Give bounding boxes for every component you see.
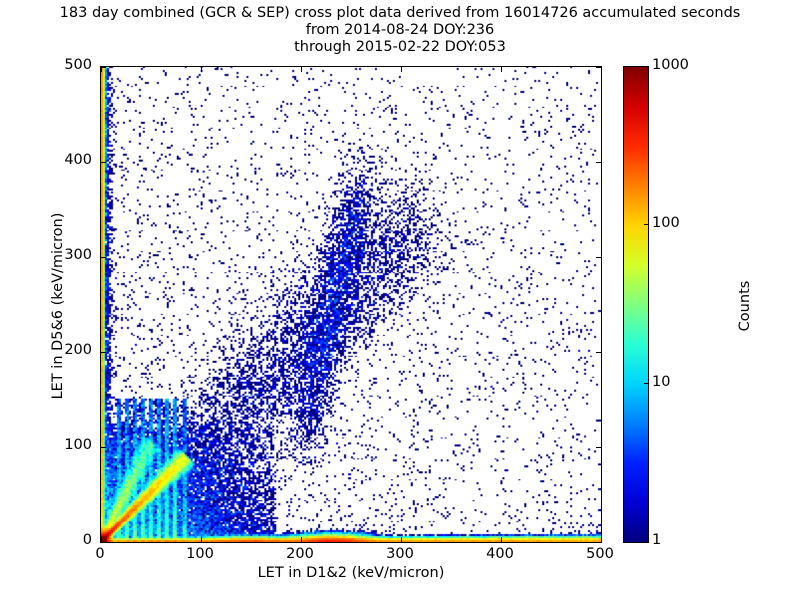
chart-title: 183 day combined (GCR & SEP) cross plot … bbox=[0, 5, 800, 56]
x-tick-mark bbox=[101, 537, 103, 542]
y-tick-mark bbox=[101, 352, 106, 354]
y-tick-label: 500 bbox=[64, 57, 92, 73]
x-axis-title: LET in D1&2 (keV/micron) bbox=[257, 565, 445, 581]
x-tick-mark bbox=[401, 537, 403, 542]
y-tick-mark bbox=[101, 257, 106, 259]
x-tick-mark bbox=[201, 67, 203, 72]
chart-title-line-3: through 2015-02-22 DOY:053 bbox=[294, 39, 506, 55]
colorbar-title: Counts bbox=[737, 280, 753, 332]
y-tick-label: 400 bbox=[64, 152, 92, 168]
colorbar-tick-label: 1 bbox=[652, 532, 662, 548]
x-tick-mark bbox=[401, 67, 403, 72]
plot-axes-area bbox=[100, 66, 602, 543]
x-tick-mark bbox=[301, 537, 303, 542]
x-tick-label: 400 bbox=[486, 546, 514, 562]
y-tick-label: 200 bbox=[64, 342, 92, 358]
x-tick-mark bbox=[501, 537, 503, 542]
y-tick-mark bbox=[101, 162, 106, 164]
colorbar-tick-label: 10 bbox=[652, 373, 671, 390]
x-tick-mark bbox=[301, 67, 303, 72]
colorbar-tick-label: 1000 bbox=[652, 57, 689, 73]
colorbar-tick-mark bbox=[644, 224, 649, 226]
x-tick-label: 500 bbox=[586, 546, 614, 562]
x-tick-mark bbox=[201, 537, 203, 542]
y-tick-mark bbox=[596, 162, 601, 164]
y-tick-label: 100 bbox=[64, 437, 92, 453]
x-tick-mark bbox=[601, 537, 602, 542]
y-tick-mark bbox=[101, 542, 106, 543]
chart-title-line-1: 183 day combined (GCR & SEP) cross plot … bbox=[59, 5, 741, 21]
x-tick-mark bbox=[601, 67, 602, 72]
x-tick-label: 0 bbox=[95, 546, 105, 562]
colorbar-container bbox=[623, 66, 649, 543]
y-axis-title: LET in D5&6 (keV/micron) bbox=[50, 212, 66, 400]
colorbar-tick-mark bbox=[644, 382, 649, 384]
density-heatmap bbox=[101, 67, 601, 542]
x-tick-label: 300 bbox=[386, 546, 414, 562]
x-tick-mark bbox=[101, 67, 103, 72]
y-tick-mark bbox=[596, 67, 601, 69]
y-tick-mark bbox=[596, 352, 601, 354]
colorbar-tick-label: 100 bbox=[652, 215, 680, 232]
y-tick-label: 0 bbox=[82, 532, 92, 548]
y-tick-mark bbox=[101, 447, 106, 449]
colorbar-gradient bbox=[623, 66, 649, 543]
x-tick-label: 200 bbox=[286, 546, 314, 562]
y-tick-mark bbox=[596, 257, 601, 259]
y-tick-mark bbox=[596, 447, 601, 449]
x-tick-label: 100 bbox=[186, 546, 214, 562]
chart-title-line-2: from 2014-08-24 DOY:236 bbox=[305, 22, 495, 38]
x-tick-mark bbox=[501, 67, 503, 72]
y-tick-label: 300 bbox=[64, 247, 92, 263]
y-tick-mark bbox=[596, 542, 601, 543]
y-tick-mark bbox=[101, 67, 106, 69]
